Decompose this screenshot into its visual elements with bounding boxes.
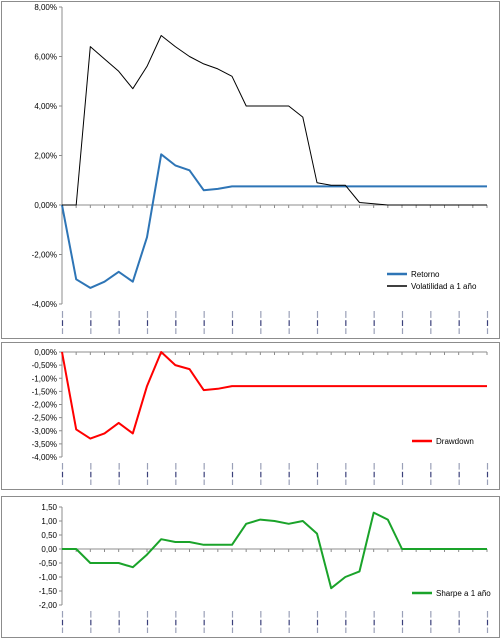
y-tick-label: -2,50% — [32, 414, 57, 423]
series-line-1 — [62, 35, 487, 206]
chart-retorno-volatilidad: -4,00% -2,00% 0,00% 2,00% 4,00% 6,00% 8,00% Ret… — [32, 3, 489, 334]
y-tick-label: -4,00% — [32, 300, 57, 309]
y-tick-label: 4,00% — [34, 102, 57, 111]
y-tick-label: -1,00% — [32, 374, 57, 383]
chart-panel-retorno-volatilidad: -4,00% -2,00% 0,00% 2,00% 4,00% 6,00% 8,00% Ret… — [1, 1, 500, 339]
y-tick-label: -0,50 — [39, 559, 58, 568]
series-line-0 — [61, 153, 487, 289]
y-tick-label: 0,00% — [34, 348, 57, 357]
y-tick-label: 0,00 — [41, 545, 57, 554]
legend-label-0: Drawdown — [436, 437, 474, 446]
y-tick-label: 1,50 — [41, 503, 57, 512]
y-tick-label: -2,00 — [39, 601, 58, 610]
y-tick-label: -1,50% — [32, 387, 57, 396]
y-tick-label: -1,50 — [39, 587, 58, 596]
y-tick-label: -0,50% — [32, 361, 57, 370]
y-tick-label: -2,00% — [32, 401, 57, 410]
y-tick-label: 8,00% — [34, 3, 57, 12]
y-tick-label: -2,00% — [32, 251, 57, 260]
y-tick-label: -3,00% — [32, 427, 57, 436]
series-line-0 — [61, 351, 487, 440]
y-tick-label: -3,50% — [32, 440, 57, 449]
y-tick-label: 1,00 — [41, 517, 57, 526]
chart-sharpe: -2,00 -1,50 -1,00 -0,50 0,00 0,50 1,00 1,50 Shar… — [39, 503, 491, 633]
chart-panel-drawdown: -4,00% -3,50% -3,00% -2,50% -2,00% -1,50% -1,0… — [1, 342, 500, 490]
legend-label-0: Sharpe a 1 año — [436, 589, 491, 598]
y-tick-label: 6,00% — [34, 53, 57, 62]
y-tick-label: 0,00% — [34, 201, 57, 210]
legend-label-1: Volatilidad a 1 año — [411, 282, 477, 291]
chart-panel-sharpe: -2,00 -1,50 -1,00 -0,50 0,00 0,50 1,00 1,50 Shar… — [1, 496, 500, 638]
chart-drawdown: -4,00% -3,50% -3,00% -2,50% -2,00% -1,50% -1,0… — [32, 348, 489, 485]
y-tick-label: -1,00 — [39, 573, 58, 582]
y-tick-label: 0,50 — [41, 531, 57, 540]
y-tick-label: 2,00% — [34, 152, 57, 161]
y-tick-label: -4,00% — [32, 453, 57, 462]
legend-label-0: Retorno — [411, 270, 440, 279]
